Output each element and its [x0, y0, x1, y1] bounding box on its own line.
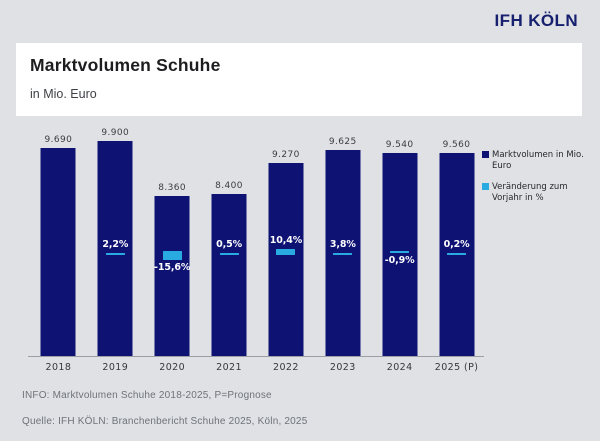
x-axis-tick-label: 2022	[273, 362, 299, 373]
x-axis-labels: 2018 2019 2020 2021 2022 2023 2024 2025 (P)	[30, 362, 485, 373]
value-label: 9.540	[385, 140, 414, 150]
source-note: Quelle: IFH KÖLN: Branchenbericht Schuhe…	[22, 416, 308, 427]
x-axis-tick-label: 2019	[102, 362, 129, 373]
volume-bar-2019	[97, 141, 133, 356]
legend-label-veraenderung: Veränderung zum Vorjahr in %	[492, 182, 568, 203]
volume-bar-2018	[40, 148, 76, 356]
change-bar	[162, 251, 182, 260]
bar-group-2024: 9.540 -0,9%	[371, 128, 428, 356]
change-label: 0,5%	[216, 239, 243, 250]
change-label: 2,2%	[102, 239, 129, 250]
change-bar	[333, 253, 353, 255]
change-label: -0,9%	[384, 255, 415, 266]
value-label: 9.270	[272, 150, 300, 160]
change-bar	[105, 253, 125, 255]
x-axis-tick-label: 2023	[329, 362, 356, 373]
chart-subtitle: in Mio. Euro	[30, 87, 97, 101]
value-label: 9.900	[101, 128, 130, 138]
x-axis-tick-label: 2021	[216, 362, 242, 373]
change-bar	[276, 249, 296, 255]
change-marker-group: 10,4%	[258, 235, 315, 255]
change-marker-group: -15,6%	[144, 251, 201, 273]
legend-label-marktvolumen: Marktvolumen in Mio. Euro	[492, 150, 584, 171]
bar-columns: 9.690 9.900 2,2% 8.360 -15,6% 8.400 0,5% 9.270 1…	[30, 128, 485, 356]
legend-swatch-navy-icon	[482, 151, 489, 158]
change-marker-group: 0,5%	[201, 239, 258, 255]
footer: INFO: Marktvolumen Schuhe 2018-2025, P=P…	[22, 390, 307, 427]
x-axis-tick-label: 2018	[45, 362, 72, 373]
bar-group-2018: 9.690	[30, 128, 87, 356]
bar-chart-plot: 9.690 9.900 2,2% 8.360 -15,6% 8.400 0,5% 9.270 1…	[0, 128, 600, 388]
bar-group-2023: 9.625 3,8%	[314, 128, 371, 356]
bar-group-2019: 9.900 2,2%	[87, 128, 144, 356]
volume-bar-2020	[154, 196, 190, 356]
value-label: 9.690	[44, 135, 73, 145]
x-axis-line	[28, 356, 484, 357]
change-bar	[447, 253, 467, 255]
legend-swatch-cyan-icon	[482, 183, 489, 190]
change-marker-group: 3,8%	[314, 239, 371, 255]
bar-group-2025P: 9.560 0,2%	[428, 128, 485, 356]
change-marker-group: 2,2%	[87, 239, 144, 255]
value-label: 9.560	[442, 140, 471, 150]
change-label: 10,4%	[269, 235, 303, 246]
change-marker-group: -0,9%	[371, 251, 428, 266]
change-bar	[219, 253, 239, 255]
title-card: Marktvolumen Schuhe in Mio. Euro	[16, 43, 582, 116]
info-note: INFO: Marktvolumen Schuhe 2018-2025, P=P…	[22, 390, 272, 401]
bar-group-2021: 8.400 0,5%	[201, 128, 258, 356]
value-label: 8.400	[215, 181, 243, 191]
value-label: 8.360	[158, 183, 187, 193]
x-axis-tick-label: 2024	[386, 362, 413, 373]
legend-item-veraenderung: Veränderung zum Vorjahr in %	[482, 182, 598, 203]
change-label: -15,6%	[154, 262, 191, 273]
volume-bar-2024	[382, 153, 418, 356]
change-label: 0,2%	[443, 239, 470, 250]
change-bar	[390, 251, 410, 253]
change-label: 3,8%	[329, 239, 356, 250]
chart-legend: Marktvolumen in Mio. Euro Veränderung zu…	[482, 150, 598, 203]
ifh-koeln-logo: IFH KÖLN	[494, 11, 578, 30]
legend-item-marktvolumen: Marktvolumen in Mio. Euro	[482, 150, 598, 171]
bar-group-2020: 8.360 -15,6%	[144, 128, 201, 356]
bar-group-2022: 9.270 10,4%	[258, 128, 315, 356]
volume-bar-2022	[268, 163, 304, 356]
chart-title: Marktvolumen Schuhe	[30, 55, 221, 75]
volume-bar-2021	[211, 194, 247, 356]
x-axis-tick-label: 2025 (P)	[434, 362, 479, 373]
x-axis-tick-label: 2020	[159, 362, 186, 373]
value-label: 9.625	[328, 137, 357, 147]
change-marker-group: 0,2%	[428, 239, 485, 255]
